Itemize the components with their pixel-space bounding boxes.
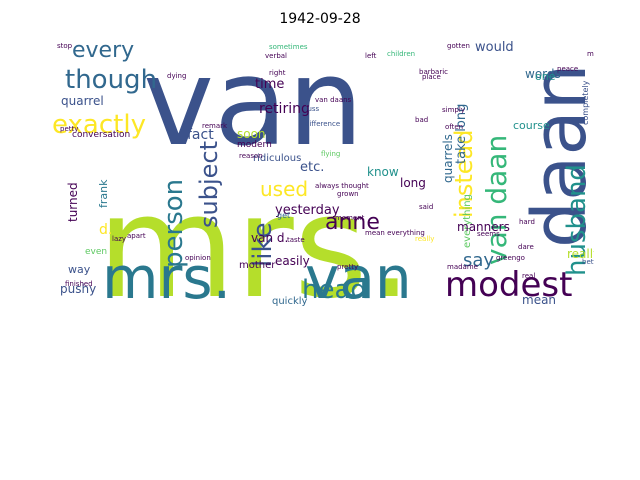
cloud-word: completely: [581, 80, 590, 125]
cloud-word: really: [567, 247, 594, 261]
cloud-word: head: [302, 275, 367, 305]
cloud-word: way: [68, 263, 91, 276]
cloud-word: opinion: [185, 254, 211, 262]
cloud-word: every: [72, 38, 134, 63]
cloud-word: know: [367, 165, 399, 179]
cloud-word: subject: [195, 141, 223, 228]
cloud-word: finished: [65, 280, 93, 288]
cloud-word: van daan: [480, 135, 513, 265]
cloud-word: even: [85, 247, 107, 257]
cloud-word: anne: [325, 210, 380, 235]
cloud-word: mrs.: [97, 165, 413, 309]
cloud-word: said: [419, 203, 433, 211]
cloud-word: instead: [450, 130, 478, 219]
cloud-word: van daans: [315, 96, 352, 104]
cloud-word: always thought: [315, 182, 369, 190]
cloud-word: madame: [447, 263, 478, 271]
cloud-word: lazy: [112, 235, 126, 243]
cloud-word: verbal: [265, 52, 287, 60]
cloud-word: dying: [167, 72, 186, 80]
cloud-word: turned: [66, 182, 80, 222]
cloud-word: everything: [462, 194, 473, 248]
word-cloud: van mrs. mrs. van daan modest head though exactl…: [47, 36, 594, 309]
cloud-word: d.: [99, 222, 112, 238]
cloud-word: real: [522, 272, 535, 280]
cloud-word: mean: [522, 293, 556, 307]
cloud-word: would: [475, 40, 514, 55]
cloud-word: difference: [305, 120, 340, 128]
cloud-word: grown: [337, 190, 359, 198]
cloud-word: time: [255, 77, 284, 92]
cloud-word: fact: [187, 127, 214, 143]
cloud-word: dare: [518, 243, 534, 251]
cloud-word: flying: [321, 150, 340, 158]
cloud-word: children: [387, 50, 415, 58]
cloud-word: mother: [239, 260, 276, 271]
cloud-word: one: [535, 70, 556, 83]
cloud-word: van: [143, 36, 364, 173]
cloud-word: simply: [442, 106, 465, 114]
cloud-word: conversation: [72, 130, 130, 140]
cloud-word: stop: [57, 42, 73, 50]
cloud-word: words: [525, 67, 561, 81]
cloud-word: pushy: [60, 282, 96, 296]
cloud-word: easily: [275, 254, 310, 268]
cloud-word: might: [587, 50, 594, 58]
cloud-word: soon: [237, 127, 266, 141]
cloud-word: used: [260, 177, 308, 201]
figure-title: 1942-09-28: [279, 11, 361, 27]
cloud-word: like: [248, 222, 278, 267]
cloud-word: apart: [127, 232, 146, 240]
cloud-word: husband: [562, 164, 592, 276]
cloud-word: better: [582, 258, 594, 266]
cloud-word: pretty: [337, 263, 358, 271]
cloud-word: manners: [457, 220, 510, 234]
cloud-word: etc.: [300, 160, 324, 175]
cloud-word: ridiculous: [253, 153, 301, 164]
cloud-word: modern: [237, 140, 272, 150]
cloud-word: often: [445, 123, 463, 131]
cloud-word: retiring: [259, 101, 310, 117]
cloud-word: bad: [415, 116, 428, 124]
cloud-word: right: [269, 69, 286, 77]
cloud-word: sometimes: [269, 43, 308, 51]
cloud-word: course: [513, 119, 550, 132]
cloud-word: exactly: [52, 110, 146, 140]
cloud-word: fuss: [305, 105, 320, 113]
cloud-word: taste: [287, 236, 305, 244]
cloud-word: frank: [97, 179, 110, 208]
cloud-word: greengo: [496, 254, 525, 262]
cloud-word: say: [463, 250, 494, 271]
cloud-word: left: [365, 52, 377, 60]
cloud-word: get: [277, 211, 290, 220]
cloud-word: quarrel: [61, 94, 104, 108]
cloud-word: modest: [445, 265, 572, 305]
cloud-word: quarrels: [441, 134, 455, 183]
cloud-word: seems: [477, 230, 500, 238]
cloud-word: quickly: [272, 296, 308, 307]
cloud-word: take long: [454, 104, 469, 164]
cloud-word: hard: [519, 218, 535, 226]
cloud-word: though: [65, 65, 157, 95]
cloud-word: petty: [60, 125, 78, 133]
cloud-word: person: [159, 179, 189, 268]
cloud-word: gotten: [447, 42, 470, 50]
cloud-word: really: [415, 235, 434, 243]
cloud-word: mrs.: [102, 244, 231, 309]
cloud-word: place: [422, 73, 441, 81]
cloud-word: remark: [202, 122, 228, 130]
cloud-word: van d.: [251, 231, 288, 245]
cloud-word: yesterday: [275, 203, 340, 218]
cloud-word: reason: [239, 152, 263, 160]
cloud-word: daan: [517, 63, 594, 248]
cloud-word: peace: [557, 65, 578, 73]
cloud-word: moment: [335, 214, 365, 222]
cloud-word: van: [305, 244, 412, 309]
cloud-word: mean everything: [365, 229, 425, 237]
cloud-word: long: [400, 176, 426, 190]
cloud-word: barbaric: [419, 68, 448, 76]
